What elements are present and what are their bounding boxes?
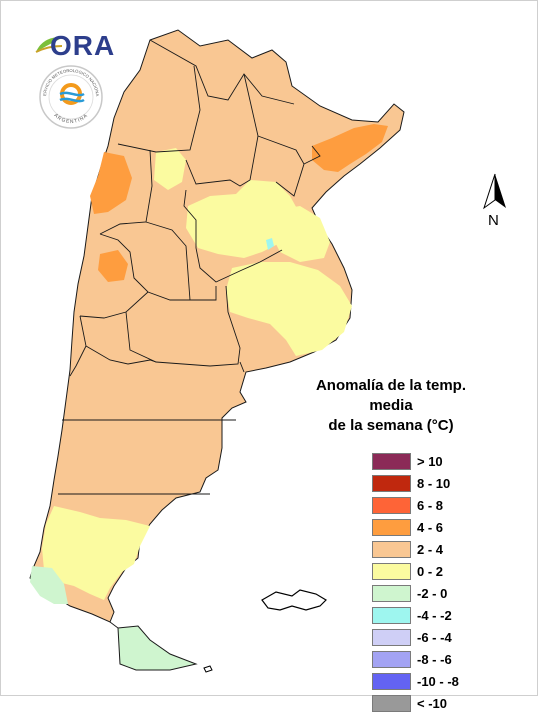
anomaly-0-2-entre-rios xyxy=(272,206,330,262)
malvinas-islands xyxy=(261,589,327,611)
leaf-icon xyxy=(35,37,63,53)
anomaly-4-6-northwest xyxy=(90,152,132,214)
anomaly-0-2-patagonia xyxy=(42,506,150,600)
legend-item: 4 - 6 xyxy=(372,516,486,538)
legend-item: 0 - 2 xyxy=(372,560,486,582)
legend-label: 6 - 8 xyxy=(417,497,444,513)
legend-swatch xyxy=(372,518,411,536)
legend-item: 2 - 4 xyxy=(372,538,486,560)
legend-swatch xyxy=(372,606,411,624)
north-arrow-icon xyxy=(483,173,506,210)
legend: Anomalía de la temp. media de la semana … xyxy=(296,376,486,714)
legend-swatch xyxy=(372,584,411,602)
anomaly-neg4-neg2-spot xyxy=(266,238,274,250)
legend-item: -4 - -2 xyxy=(372,604,486,626)
tierra-del-fuego xyxy=(117,625,198,671)
legend-swatch xyxy=(372,562,411,580)
north-arrow: N xyxy=(478,172,512,234)
argentina-map xyxy=(29,29,405,673)
ora-logo: ORA xyxy=(34,26,114,61)
legend-label: 0 - 2 xyxy=(417,563,444,579)
legend-swatch xyxy=(372,496,411,514)
legend-item: -8 - -6 xyxy=(372,648,486,670)
legend-title-line1: Anomalía de la temp. media xyxy=(315,377,467,414)
legend-swatch xyxy=(372,474,411,492)
legend-label: -10 - -8 xyxy=(417,673,459,689)
legend-swatch xyxy=(372,452,411,470)
legend-swatch xyxy=(372,694,411,712)
legend-swatch xyxy=(372,628,411,646)
north-label: N xyxy=(488,212,499,229)
legend-label: -4 - -2 xyxy=(417,607,452,623)
anomaly-4-6-cuyo xyxy=(98,250,128,282)
ora-logo-text: ORA xyxy=(50,30,116,61)
legend-swatch xyxy=(372,650,411,668)
legend-swatch xyxy=(372,672,411,690)
legend-label: 2 - 4 xyxy=(417,541,444,557)
legend-items: > 10 8 - 10 6 - 8 4 - 6 2 - 4 0 - 2 -2 - 0 -4 -… xyxy=(372,450,486,714)
legend-item: 8 - 10 xyxy=(372,472,486,494)
legend-swatch xyxy=(372,540,411,558)
anomaly-0-2-buenos-aires xyxy=(226,262,352,356)
legend-label: -8 - -6 xyxy=(417,651,452,667)
legend-label: < -10 xyxy=(417,695,447,711)
legend-label: 4 - 6 xyxy=(417,519,444,535)
anomaly-4-6-misiones xyxy=(312,124,388,172)
legend-item: < -10 xyxy=(372,692,486,714)
anomaly-neg2-0-southwest xyxy=(30,566,68,604)
legend-item: > 10 xyxy=(372,450,486,472)
legend-item: -6 - -4 xyxy=(372,626,486,648)
legend-label: -2 - 0 xyxy=(417,585,448,601)
legend-label: 8 - 10 xyxy=(417,475,451,491)
legend-label: > 10 xyxy=(417,453,443,469)
legend-title-line2: de la semana (°C) xyxy=(328,417,454,434)
legend-item: -10 - -8 xyxy=(372,670,486,692)
smn-seal-logo: SERVICIO METEOROLOGICO NACIONAL ARGENTIN… xyxy=(38,64,103,129)
province-boundaries xyxy=(58,39,321,629)
legend-item: 6 - 8 xyxy=(372,494,486,516)
legend-item: -2 - 0 xyxy=(372,582,486,604)
legend-label: -6 - -4 xyxy=(417,629,452,645)
anomaly-0-2-tucuman xyxy=(154,148,186,190)
